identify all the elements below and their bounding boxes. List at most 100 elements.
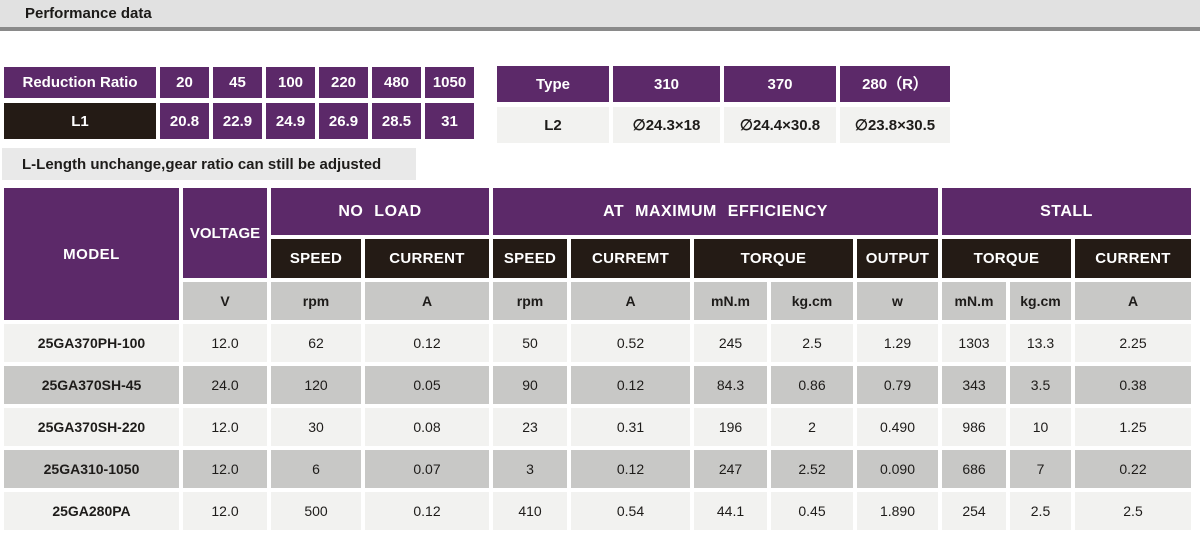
table-cell: 0.31: [571, 408, 690, 446]
table-cell: 0.54: [571, 492, 690, 530]
unit-rpm: rpm: [493, 282, 567, 320]
stall-group-header: STALL: [942, 188, 1191, 235]
model-cell: 25GA370PH-100: [4, 324, 179, 362]
table-cell: 44.1: [694, 492, 767, 530]
table-cell: 10: [1010, 408, 1071, 446]
table-cell: 90: [493, 366, 567, 404]
max-eff-torque-header: TORQUE: [694, 239, 853, 278]
l1-value: 26.9: [319, 103, 368, 139]
table-cell: 2.25: [1075, 324, 1191, 362]
reduction-ratio-col: 20: [160, 67, 209, 98]
unit-mnm: mN.m: [942, 282, 1006, 320]
l1-value: 31: [425, 103, 474, 139]
no-load-group-header: NO LOAD: [271, 188, 489, 235]
type-col: 370: [724, 66, 836, 102]
table-cell: 0.05: [365, 366, 489, 404]
model-cell: 25GA310-1050: [4, 450, 179, 488]
table-cell: 2: [771, 408, 853, 446]
table-cell: 0.490: [857, 408, 938, 446]
reduction-ratio-col: 100: [266, 67, 315, 98]
table-cell: 0.12: [571, 366, 690, 404]
l1-value: 24.9: [266, 103, 315, 139]
table-cell: 0.38: [1075, 366, 1191, 404]
l1-row-label: L1: [4, 103, 156, 139]
table-cell: 1.29: [857, 324, 938, 362]
type-header: Type: [497, 66, 609, 102]
unit-rpm: rpm: [271, 282, 361, 320]
model-column-header: MODEL: [4, 188, 179, 320]
table-cell: 410: [493, 492, 567, 530]
table-cell: 12.0: [183, 450, 267, 488]
performance-table: MODEL VOLTAGE NO LOAD AT MAXIMUM EFFICIE…: [4, 188, 1191, 530]
no-load-current-header: CURRENT: [365, 239, 489, 278]
reduction-ratio-col: 1050: [425, 67, 474, 98]
no-load-speed-header: SPEED: [271, 239, 361, 278]
output-header: OUTPUT: [857, 239, 938, 278]
section-header-bar: Performance data: [0, 0, 1200, 31]
table-cell: 23: [493, 408, 567, 446]
table-cell: 24.0: [183, 366, 267, 404]
table-cell: 3: [493, 450, 567, 488]
voltage-column-header: VOLTAGE: [183, 188, 267, 278]
type-col: 280（R）: [840, 66, 950, 102]
table-cell: 1.25: [1075, 408, 1191, 446]
unit-kgcm: kg.cm: [771, 282, 853, 320]
stall-current-header: CURRENT: [1075, 239, 1191, 278]
max-eff-current-header: CURREMT: [571, 239, 690, 278]
reduction-ratio-header: Reduction Ratio: [4, 67, 156, 98]
table-cell: 12.0: [183, 408, 267, 446]
unit-kgcm: kg.cm: [1010, 282, 1071, 320]
table-cell: 0.22: [1075, 450, 1191, 488]
table-cell: 2.5: [771, 324, 853, 362]
l1-value: 22.9: [213, 103, 262, 139]
table-cell: 84.3: [694, 366, 767, 404]
table-cell: 0.45: [771, 492, 853, 530]
l1-value: 20.8: [160, 103, 209, 139]
table-cell: 2.52: [771, 450, 853, 488]
page-title: Performance data: [25, 5, 152, 22]
table-cell: 0.79: [857, 366, 938, 404]
l2-value: ∅23.8×30.5: [840, 107, 950, 143]
table-cell: 120: [271, 366, 361, 404]
table-cell: 0.52: [571, 324, 690, 362]
l1-value: 28.5: [372, 103, 421, 139]
stall-torque-header: TORQUE: [942, 239, 1071, 278]
table-cell: 0.090: [857, 450, 938, 488]
table-cell: 7: [1010, 450, 1071, 488]
table-cell: 686: [942, 450, 1006, 488]
table-cell: 62: [271, 324, 361, 362]
table-cell: 343: [942, 366, 1006, 404]
table-cell: 1303: [942, 324, 1006, 362]
table-cell: 0.12: [365, 324, 489, 362]
table-cell: 0.12: [571, 450, 690, 488]
table-cell: 3.5: [1010, 366, 1071, 404]
model-cell: 25GA370SH-45: [4, 366, 179, 404]
table-cell: 986: [942, 408, 1006, 446]
reduction-ratio-col: 480: [372, 67, 421, 98]
table-cell: 50: [493, 324, 567, 362]
table-cell: 0.07: [365, 450, 489, 488]
type-table: Type 310 370 280（R） L2 ∅24.3×18 ∅24.4×30…: [497, 66, 950, 143]
unit-mnm: mN.m: [694, 282, 767, 320]
table-cell: 30: [271, 408, 361, 446]
l2-value: ∅24.3×18: [613, 107, 720, 143]
reduction-ratio-table: Reduction Ratio 20 45 100 220 480 1050 L…: [4, 67, 474, 139]
length-note: L-Length unchange,gear ratio can still b…: [2, 148, 416, 180]
table-cell: 0.08: [365, 408, 489, 446]
reduction-ratio-col: 220: [319, 67, 368, 98]
table-cell: 247: [694, 450, 767, 488]
table-cell: 196: [694, 408, 767, 446]
type-col: 310: [613, 66, 720, 102]
table-cell: 1.890: [857, 492, 938, 530]
l2-value: ∅24.4×30.8: [724, 107, 836, 143]
model-cell: 25GA280PA: [4, 492, 179, 530]
unit-amp: A: [571, 282, 690, 320]
unit-watt: w: [857, 282, 938, 320]
unit-amp: A: [365, 282, 489, 320]
table-cell: 6: [271, 450, 361, 488]
table-cell: 254: [942, 492, 1006, 530]
reduction-ratio-col: 45: [213, 67, 262, 98]
max-efficiency-group-header: AT MAXIMUM EFFICIENCY: [493, 188, 938, 235]
unit-amp: A: [1075, 282, 1191, 320]
